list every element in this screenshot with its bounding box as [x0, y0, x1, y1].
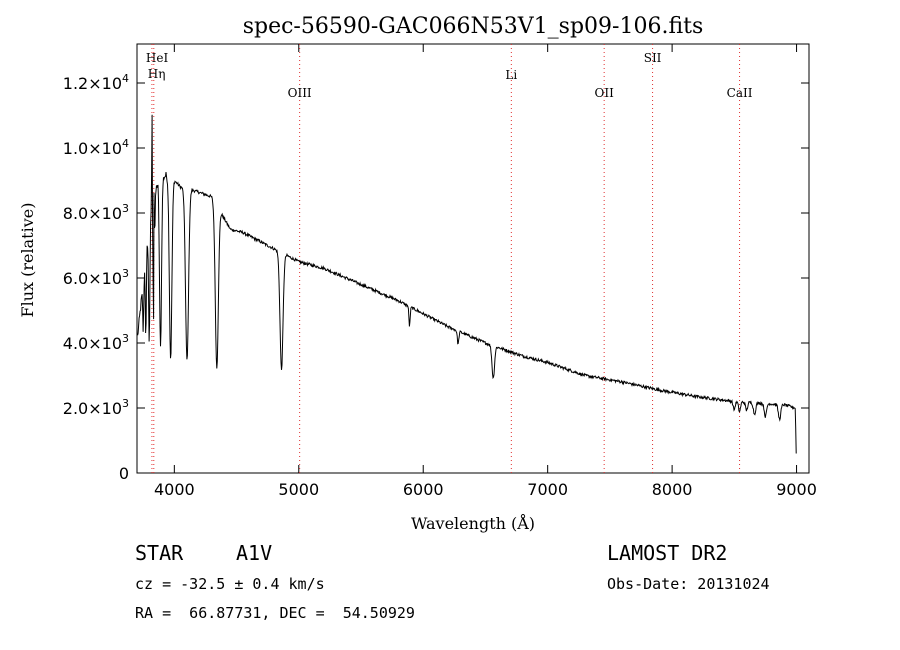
x-tick-label: 8000 — [652, 480, 693, 499]
plot-area: 4000 5000 6000 7000 8000 9000 0 2.0×103 4.0×103 6… — [63, 43, 817, 499]
y-tick-label: 8.0×103 — [63, 202, 129, 223]
spectral-line-label: SII — [644, 51, 662, 65]
redshift-text: cz = -32.5 ± 0.4 km/s — [135, 575, 325, 593]
y-tick-label: 1.0×104 — [63, 137, 129, 158]
x-tick-label: 9000 — [776, 480, 817, 499]
y-tick-label: 1.2×104 — [63, 72, 129, 93]
spectral-line-label: Hη — [148, 67, 166, 81]
x-tick-label: 4000 — [154, 480, 195, 499]
survey-name: LAMOST DR2 — [607, 541, 728, 565]
y-tick-label: 4.0×103 — [63, 332, 129, 353]
y-tick-label: 0 — [119, 464, 129, 483]
x-tick-label: 6000 — [403, 480, 444, 499]
object-class: STAR — [135, 541, 184, 565]
x-tick-label: 7000 — [527, 480, 568, 499]
x-tick-label: 5000 — [278, 480, 319, 499]
spectral-line-label: OIII — [288, 86, 312, 100]
y-tick-label: 6.0×103 — [63, 267, 129, 288]
spectral-line-label: HeI — [146, 51, 169, 65]
coordinates-text: RA = 66.87731, DEC = 54.50929 — [135, 604, 415, 622]
spectrum-chart: spec-56590-GAC066N53V1_sp09-106.fits 400… — [18, 14, 817, 533]
spectral-line-label: CaII — [727, 86, 753, 100]
spectral-line-label: Li — [505, 68, 517, 82]
chart-title: spec-56590-GAC066N53V1_sp09-106.fits — [243, 14, 704, 39]
obs-date-text: Obs-Date: 20131024 — [607, 575, 770, 593]
x-axis-label: Wavelength (Å) — [411, 513, 535, 533]
y-tick-label: 2.0×103 — [63, 397, 129, 418]
plot-frame — [136, 43, 810, 474]
y-axis-label: Flux (relative) — [18, 203, 37, 318]
object-subclass: A1V — [236, 541, 273, 565]
spectrum-line — [137, 114, 797, 454]
spectral-line-label: OII — [595, 86, 615, 100]
